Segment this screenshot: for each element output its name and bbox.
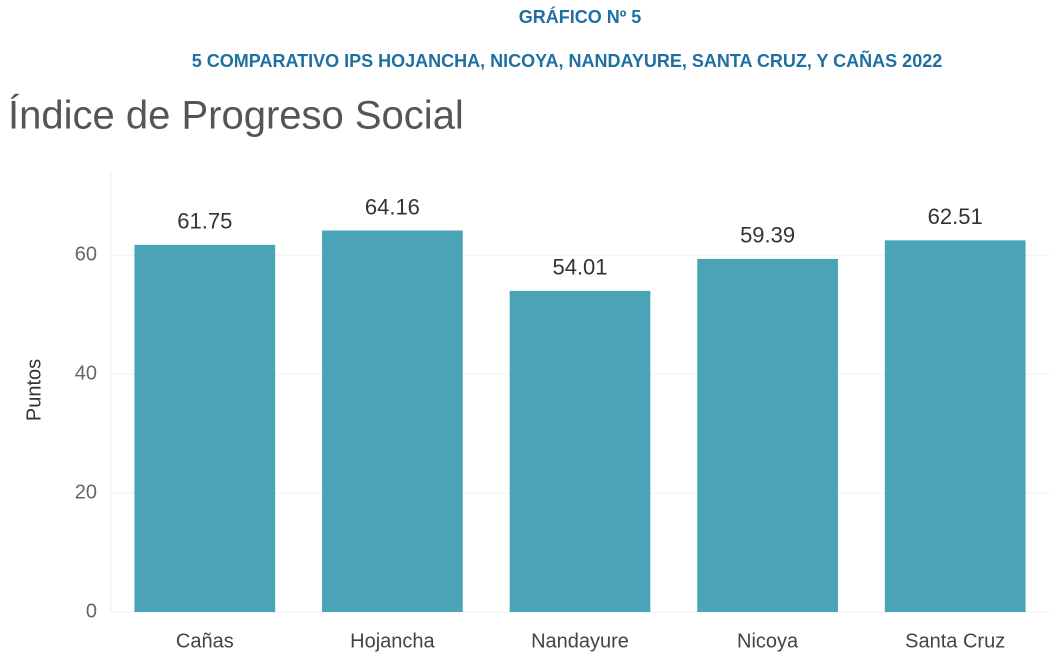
- figure-caption: 5 COMPARATIVO IPS HOJANCHA, NICOYA, NAND…: [192, 50, 942, 71]
- y-tick-label: 60: [75, 244, 97, 266]
- y-tick-label: 40: [75, 362, 97, 384]
- value-label: 54.01: [552, 255, 607, 280]
- x-tick-label: Hojancha: [350, 630, 435, 652]
- y-axis-label: Puntos: [23, 359, 45, 421]
- bar: [697, 258, 838, 612]
- bar: [884, 240, 1026, 613]
- figure-label: GRÁFICO Nº 5: [519, 6, 642, 27]
- value-label: 64.16: [365, 194, 420, 219]
- value-label: 59.39: [740, 223, 795, 248]
- x-tick-label: Santa Cruz: [905, 630, 1005, 652]
- y-tick-label: 20: [75, 481, 97, 503]
- value-label: 62.51: [928, 204, 983, 229]
- bar: [322, 230, 463, 612]
- bar: [509, 290, 651, 612]
- x-tick-label: Cañas: [176, 630, 234, 652]
- x-tick-label: Nandayure: [531, 630, 629, 652]
- bar: [134, 244, 276, 613]
- chart-title: Índice de Progreso Social: [8, 93, 464, 138]
- y-tick-label: 0: [86, 600, 97, 622]
- x-tick-label: Nicoya: [737, 630, 799, 652]
- value-label: 61.75: [177, 209, 232, 234]
